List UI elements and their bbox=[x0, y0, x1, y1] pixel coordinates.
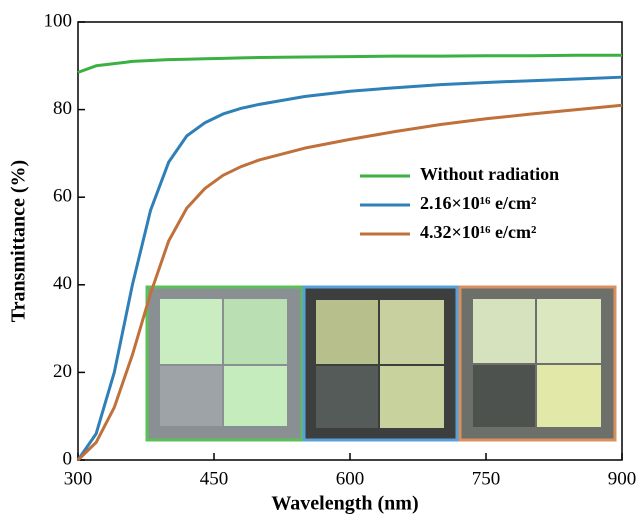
series-line bbox=[77, 53, 622, 74]
legend-label: 4.32×10¹⁶ e/cm² bbox=[420, 222, 536, 242]
x-axis-label: Wavelength (nm) bbox=[271, 493, 418, 515]
y-tick-label: 0 bbox=[63, 448, 73, 469]
x-tick-label: 300 bbox=[64, 468, 93, 489]
y-axis-label: Transmittance (%) bbox=[8, 160, 30, 322]
x-tick-label: 600 bbox=[336, 468, 365, 489]
x-tick-label: 900 bbox=[608, 468, 637, 489]
series-line bbox=[76, 103, 623, 462]
y-tick-label: 40 bbox=[53, 273, 72, 294]
y-tick-label: 80 bbox=[53, 98, 72, 119]
inset-photos bbox=[145, 285, 617, 442]
legend-label: 2.16×10¹⁶ e/cm² bbox=[420, 193, 536, 213]
y-tick-label: 60 bbox=[53, 186, 72, 207]
x-tick-label: 750 bbox=[472, 468, 501, 489]
legend-label: Without radiation bbox=[420, 164, 559, 184]
y-tick-label: 100 bbox=[44, 10, 73, 31]
x-tick-label: 450 bbox=[200, 468, 229, 489]
y-tick-label: 20 bbox=[53, 361, 72, 382]
series-line bbox=[76, 75, 623, 461]
